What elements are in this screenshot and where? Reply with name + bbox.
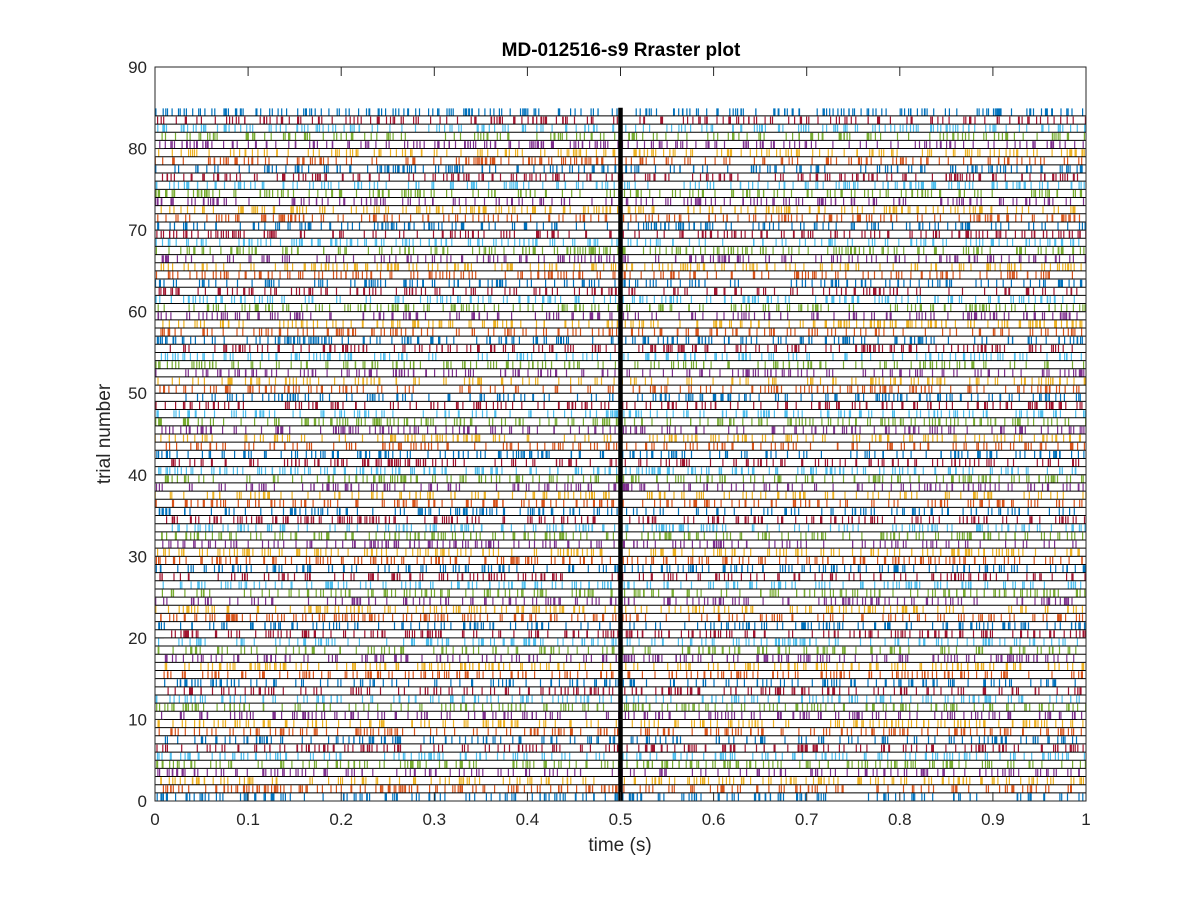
x-tick-label: 0.4 xyxy=(516,810,540,829)
y-tick-label: 60 xyxy=(128,303,147,322)
x-tick-label: 0.6 xyxy=(702,810,726,829)
x-tick-label: 0.2 xyxy=(329,810,353,829)
y-tick-label: 0 xyxy=(138,792,147,811)
y-axis-label: trial number xyxy=(94,383,115,484)
y-tick-label: 90 xyxy=(128,58,147,77)
y-tick-label: 20 xyxy=(128,629,147,648)
y-tick-label: 10 xyxy=(128,710,147,729)
x-tick-label: 0 xyxy=(150,810,159,829)
y-tick-label: 30 xyxy=(128,547,147,566)
x-tick-label: 1 xyxy=(1081,810,1090,829)
y-tick-label: 40 xyxy=(128,466,147,485)
x-tick-label: 0.5 xyxy=(609,810,633,829)
y-tick-label: 50 xyxy=(128,384,147,403)
y-tick-label: 80 xyxy=(128,140,147,159)
x-tick-label: 0.9 xyxy=(981,810,1005,829)
x-axis-label: time (s) xyxy=(588,835,651,856)
x-tick-label: 0.7 xyxy=(795,810,819,829)
y-tick-label: 70 xyxy=(128,221,147,240)
x-tick-label: 0.1 xyxy=(236,810,260,829)
x-tick-label: 0.3 xyxy=(422,810,446,829)
x-tick-label: 0.8 xyxy=(888,810,912,829)
chart-title: MD-012516-s9 Rraster plot xyxy=(502,40,741,61)
